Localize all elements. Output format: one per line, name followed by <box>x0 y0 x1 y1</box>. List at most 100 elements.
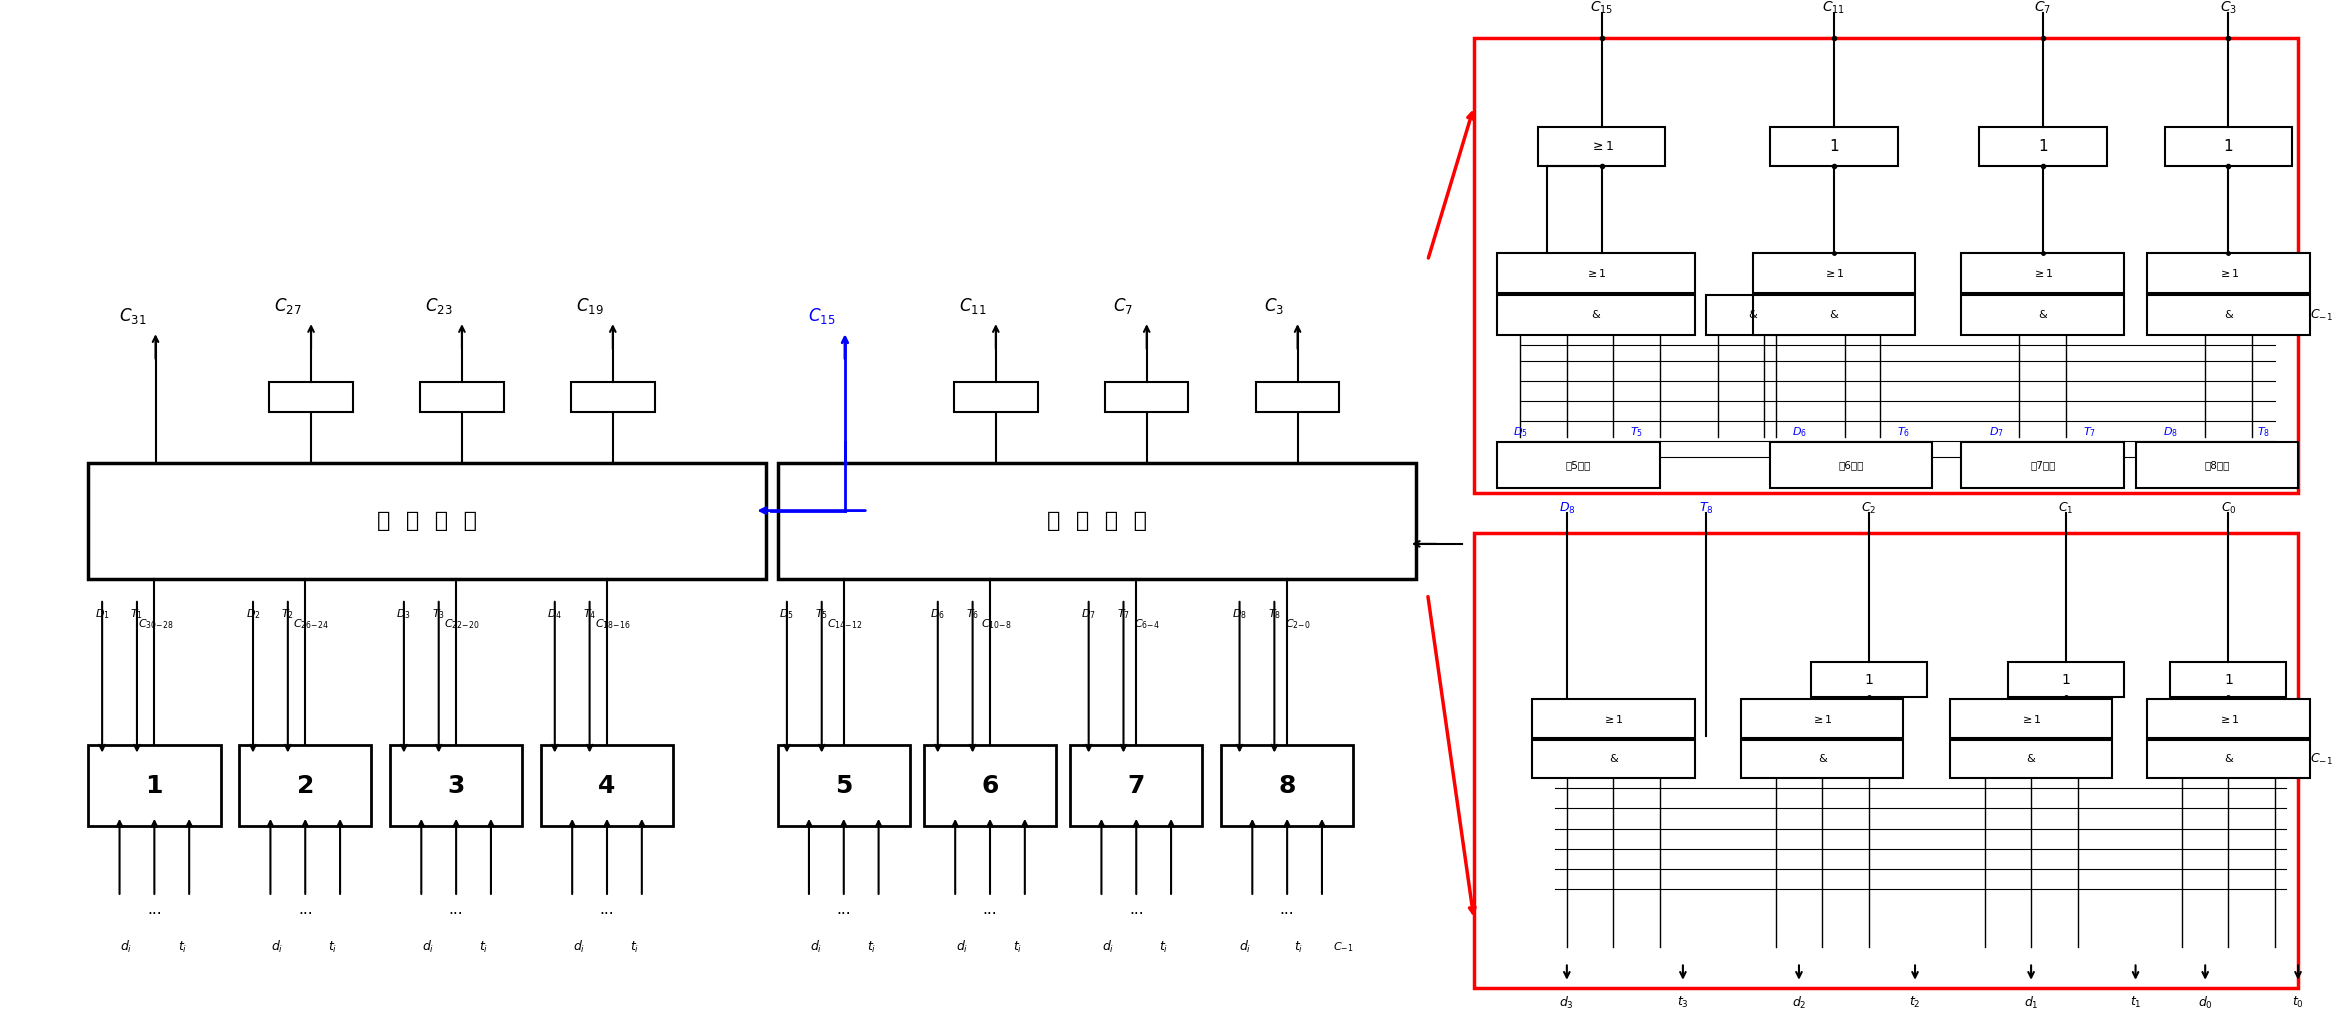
Text: 第  一  大  组: 第 一 大 组 <box>378 511 476 530</box>
Text: $d_0$: $d_0$ <box>2197 995 2214 1011</box>
Text: &: & <box>1819 754 1826 764</box>
Text: $D_6$: $D_6$ <box>1791 426 1807 439</box>
Text: 3: 3 <box>448 774 465 798</box>
Text: $D_6$: $D_6$ <box>929 607 946 621</box>
Text: $t_i$: $t_i$ <box>1160 940 1170 955</box>
Bar <box>1810 662 1926 697</box>
Bar <box>1221 745 1354 827</box>
Bar <box>925 745 1055 827</box>
Text: $C_{22{-}20}$: $C_{22{-}20}$ <box>444 617 479 631</box>
Text: $d_i$: $d_i$ <box>810 940 822 955</box>
Text: $d_i$: $d_i$ <box>1240 940 1252 955</box>
Text: $D_8$: $D_8$ <box>2162 426 2179 439</box>
Text: $t_i$: $t_i$ <box>630 940 640 955</box>
Bar <box>1742 740 1903 778</box>
Text: 第5小组: 第5小组 <box>1567 460 1590 470</box>
Text: 1: 1 <box>2223 673 2232 687</box>
Text: 第7小组: 第7小组 <box>2029 460 2055 470</box>
Text: $D_5$: $D_5$ <box>780 607 794 621</box>
Bar <box>420 382 504 412</box>
Text: $T_8$: $T_8$ <box>2256 426 2270 439</box>
Text: $C_{15}$: $C_{15}$ <box>808 306 836 326</box>
Text: 2: 2 <box>297 774 313 798</box>
Bar <box>2148 295 2309 335</box>
Bar <box>1770 443 1933 488</box>
Text: $C_{30{-}28}$: $C_{30{-}28}$ <box>138 617 173 631</box>
Text: $C_{27}$: $C_{27}$ <box>273 296 301 317</box>
Text: &: & <box>2223 310 2232 321</box>
Bar <box>778 462 1415 579</box>
Bar <box>89 745 219 827</box>
Bar <box>2165 127 2293 166</box>
Bar <box>1961 443 2125 488</box>
Text: 1: 1 <box>1863 673 1873 687</box>
Text: $C_{26{-}24}$: $C_{26{-}24}$ <box>294 617 329 631</box>
Text: $D_7$: $D_7$ <box>1989 426 2003 439</box>
Text: $C_{18{-}16}$: $C_{18{-}16}$ <box>595 617 630 631</box>
Text: ···: ··· <box>147 907 161 922</box>
Text: $d_3$: $d_3$ <box>1560 995 1574 1011</box>
Text: $C_1$: $C_1$ <box>2057 501 2073 515</box>
Text: $C_{3}$: $C_{3}$ <box>1263 296 1284 317</box>
Text: $t_1$: $t_1$ <box>2130 996 2141 1011</box>
Text: $d_i$: $d_i$ <box>121 940 133 955</box>
Text: $d_i$: $d_i$ <box>572 940 586 955</box>
Text: $T_8$: $T_8$ <box>1700 501 1714 515</box>
Bar <box>2008 662 2125 697</box>
Text: $T_7$: $T_7$ <box>1116 607 1130 621</box>
Bar <box>2148 740 2309 778</box>
Text: $d_1$: $d_1$ <box>2024 995 2038 1011</box>
Text: ···: ··· <box>983 907 997 922</box>
Bar <box>238 745 371 827</box>
Text: $\geq$1: $\geq$1 <box>1602 713 1625 725</box>
Bar <box>1754 295 1915 335</box>
Text: ···: ··· <box>1280 907 1294 922</box>
Text: $T_6$: $T_6$ <box>967 607 978 621</box>
Text: $t_i$: $t_i$ <box>1013 940 1023 955</box>
Text: $d_i$: $d_i$ <box>423 940 434 955</box>
Text: 1: 1 <box>2062 673 2071 687</box>
Bar <box>1532 699 1695 738</box>
Bar <box>2148 699 2309 738</box>
Text: $C_{11}$: $C_{11}$ <box>960 296 985 317</box>
Text: $C_{10{-}8}$: $C_{10{-}8}$ <box>981 617 1011 631</box>
Text: &: & <box>2223 754 2232 764</box>
Text: $T_4$: $T_4$ <box>584 607 595 621</box>
Text: 1: 1 <box>1828 139 1838 154</box>
Text: $T_7$: $T_7$ <box>2083 426 2094 439</box>
Text: &: & <box>1749 310 1756 321</box>
Bar <box>1961 295 2125 335</box>
Text: $D_3$: $D_3$ <box>397 607 411 621</box>
Text: $d_2$: $d_2$ <box>1791 995 1807 1011</box>
Text: $C_2$: $C_2$ <box>1861 501 1877 515</box>
Text: $D_5$: $D_5$ <box>1513 426 1527 439</box>
Text: $C_{15}$: $C_{15}$ <box>1590 0 1613 16</box>
Bar <box>1473 533 2298 987</box>
Text: $C_{31}$: $C_{31}$ <box>119 306 147 326</box>
Bar <box>955 382 1037 412</box>
Text: $t_3$: $t_3$ <box>1677 996 1688 1011</box>
Text: $t_i$: $t_i$ <box>177 940 187 955</box>
Text: 1: 1 <box>2223 139 2232 154</box>
Text: &: & <box>1609 754 1618 764</box>
Bar <box>1256 382 1340 412</box>
Text: $T_2$: $T_2$ <box>280 607 294 621</box>
Text: $C_{-1}$: $C_{-1}$ <box>2309 307 2333 323</box>
Bar <box>2169 662 2286 697</box>
Bar <box>1770 127 1898 166</box>
Text: 8: 8 <box>1280 774 1296 798</box>
Text: $t_i$: $t_i$ <box>1294 940 1303 955</box>
Text: $C_{23}$: $C_{23}$ <box>425 296 453 317</box>
Bar <box>1069 745 1203 827</box>
Text: $t_i$: $t_i$ <box>866 940 876 955</box>
Text: $\geq$1: $\geq$1 <box>1824 267 1845 279</box>
Text: $C_{2{-}0}$: $C_{2{-}0}$ <box>1284 617 1310 631</box>
Text: $D_8$: $D_8$ <box>1557 501 1576 515</box>
Text: $t_i$: $t_i$ <box>479 940 488 955</box>
Text: $t_2$: $t_2$ <box>1910 996 1922 1011</box>
Bar <box>778 745 911 827</box>
Bar <box>1950 740 2113 778</box>
Text: 4: 4 <box>598 774 616 798</box>
Text: $T_6$: $T_6$ <box>1896 426 1910 439</box>
Text: $\geq$1: $\geq$1 <box>2031 267 2052 279</box>
